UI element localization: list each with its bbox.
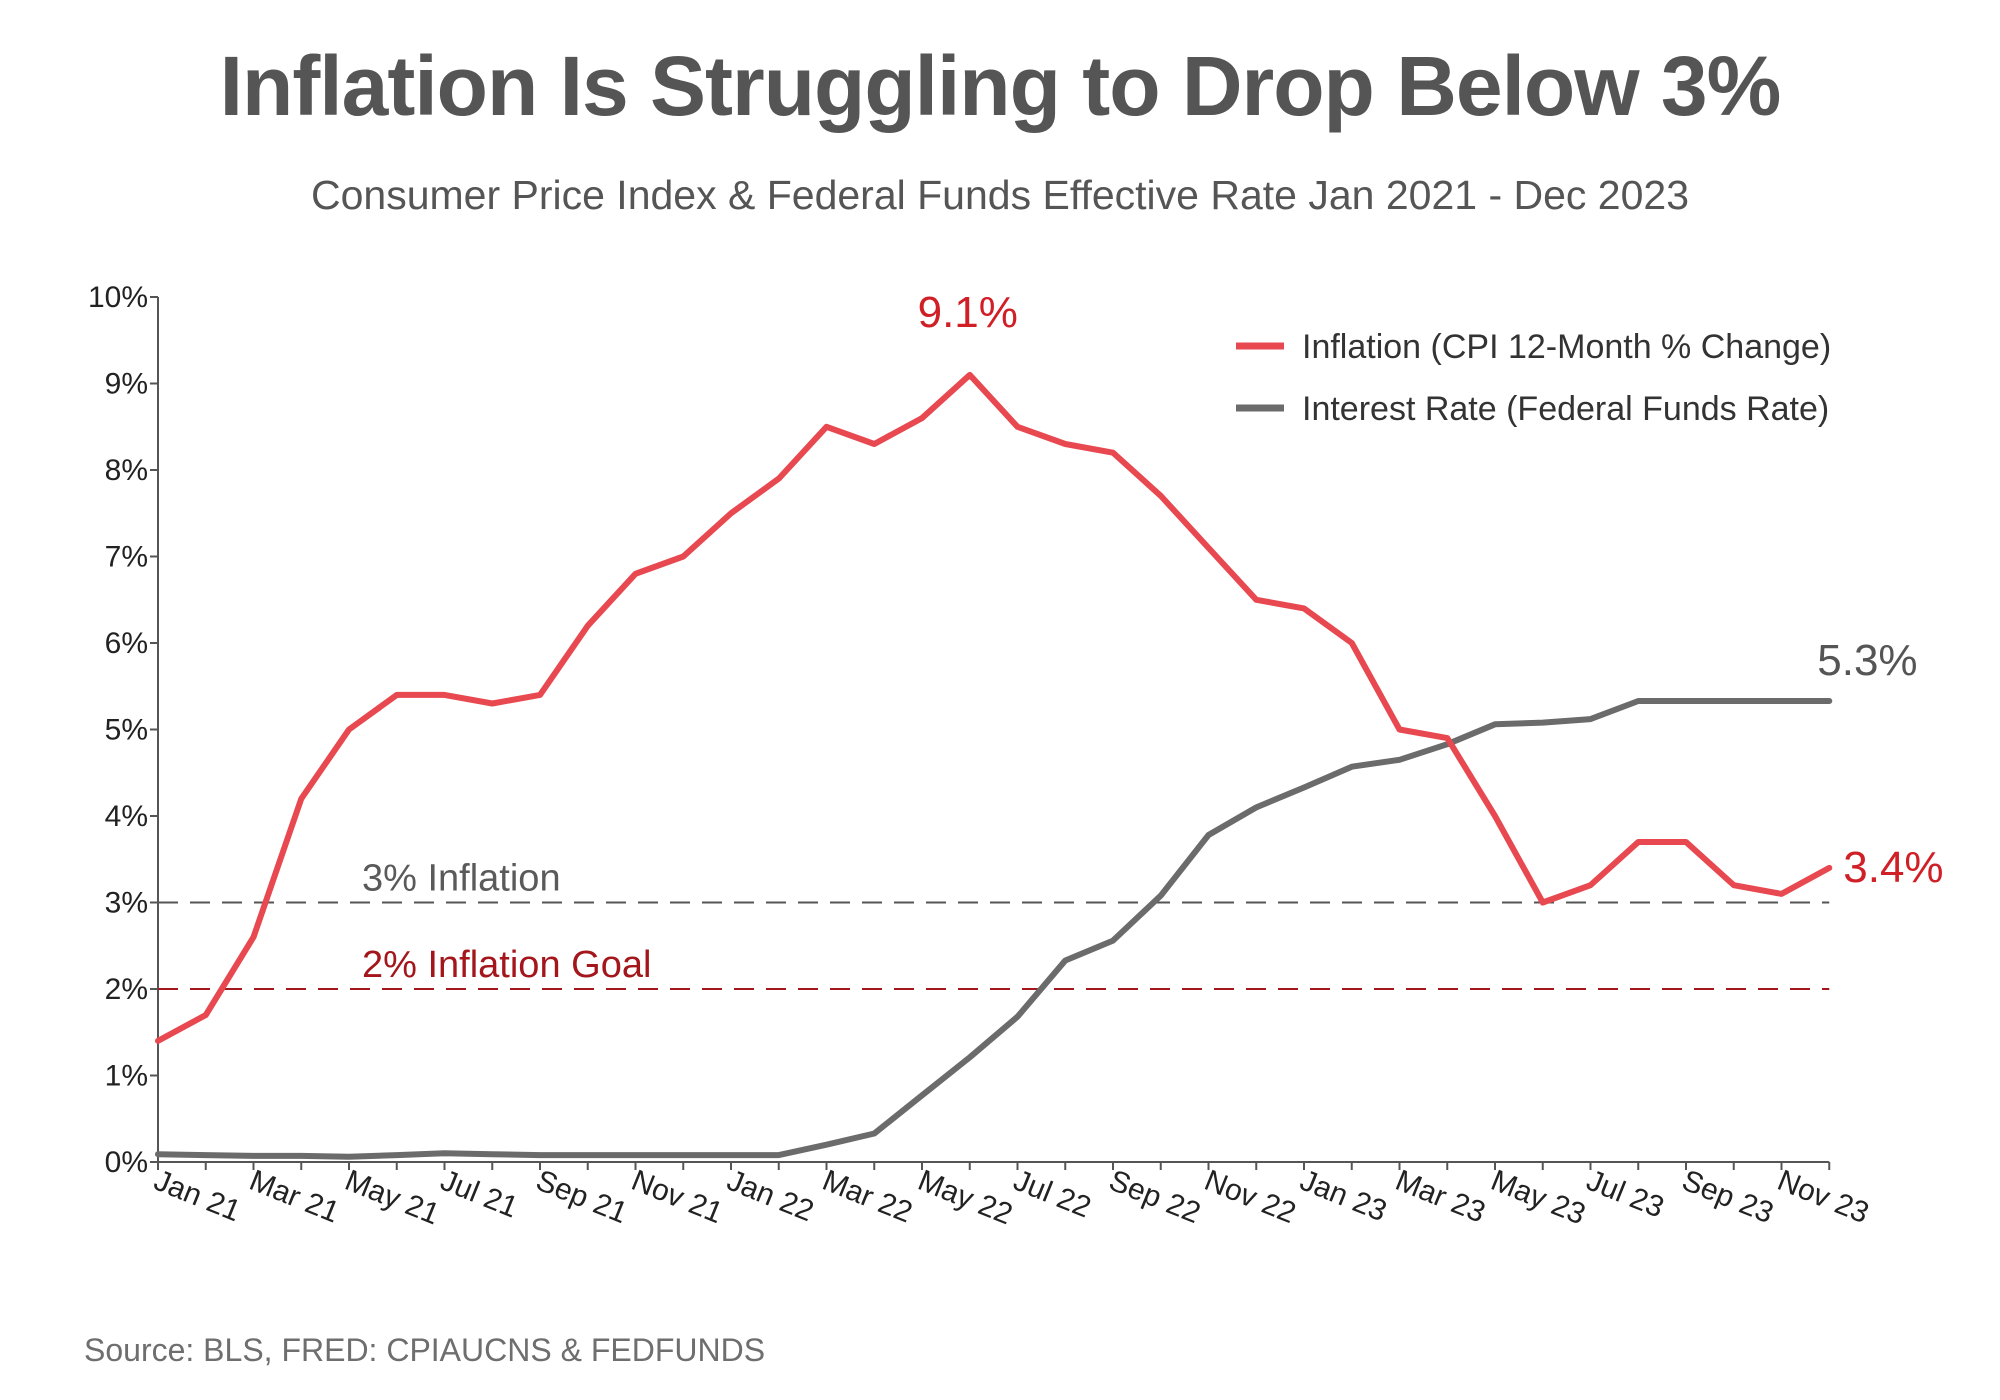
x-tick-label: Nov 22 xyxy=(1200,1164,1301,1230)
chart-subtitle: Consumer Price Index & Federal Funds Eff… xyxy=(310,172,1690,218)
y-tick-label: 1% xyxy=(105,1060,148,1093)
inflation-line xyxy=(155,371,1833,1044)
x-tick-label: Nov 23 xyxy=(1773,1164,1874,1230)
x-tick-label: Nov 21 xyxy=(627,1164,728,1230)
y-tick-label: 8% xyxy=(105,454,148,487)
x-tick-label: Jul 21 xyxy=(436,1164,523,1225)
annotations: 9.1% 3.4% 5.3% xyxy=(918,288,1944,892)
x-tick-label: Sep 23 xyxy=(1677,1164,1778,1230)
x-tick-label: Jan 22 xyxy=(722,1164,818,1228)
y-tick-label: 0% xyxy=(105,1146,148,1179)
y-tick-label: 2% xyxy=(105,973,148,1006)
y-tick-label: 7% xyxy=(105,541,148,574)
x-tick-label: May 22 xyxy=(913,1164,1017,1231)
x-tick-label: Mar 22 xyxy=(818,1164,917,1230)
legend-label: Inflation (CPI 12-Month % Change) xyxy=(1302,328,1831,366)
x-tick-label: Jan 23 xyxy=(1295,1164,1391,1228)
chart-title: Inflation Is Struggling to Drop Below 3% xyxy=(219,39,1782,133)
x-tick-label: Sep 22 xyxy=(1104,1164,1205,1230)
source-note: Source: BLS, FRED: CPIAUCNS & FEDFUNDS xyxy=(84,1332,766,1368)
reference-line-label: 3% Inflation xyxy=(362,858,561,900)
y-tick-label: 10% xyxy=(88,281,148,314)
x-tick-label: Mar 21 xyxy=(245,1164,344,1230)
y-tick-label: 6% xyxy=(105,627,148,660)
x-tick-label: Jul 22 xyxy=(1009,1164,1096,1225)
last-inflation-annotation: 3.4% xyxy=(1843,843,1943,892)
legend-label: Interest Rate (Federal Funds Rate) xyxy=(1302,390,1829,428)
last-rate-annotation: 5.3% xyxy=(1817,636,1917,685)
reference-line-label: 2% Inflation Goal xyxy=(362,944,651,986)
legend: Inflation (CPI 12-Month % Change) Interes… xyxy=(1236,328,1831,428)
y-tick-label: 9% xyxy=(105,368,148,401)
x-tick-label: May 23 xyxy=(1486,1164,1590,1231)
reference-lines: 3% Inflation 2% Inflation Goal xyxy=(158,858,1830,990)
x-tick-label: May 21 xyxy=(340,1164,444,1231)
x-tick-label: Jul 23 xyxy=(1582,1164,1669,1225)
x-tick-label: Jan 21 xyxy=(149,1164,245,1228)
x-tick-label: Sep 21 xyxy=(531,1164,632,1230)
series-lines xyxy=(155,371,1833,1160)
y-tick-label: 3% xyxy=(105,887,148,920)
interest-rate-line xyxy=(155,698,1833,1160)
x-tick-label: Mar 23 xyxy=(1391,1164,1490,1230)
y-tick-label: 4% xyxy=(105,800,148,833)
y-tick-label: 5% xyxy=(105,714,148,747)
peak-annotation: 9.1% xyxy=(918,288,1018,337)
